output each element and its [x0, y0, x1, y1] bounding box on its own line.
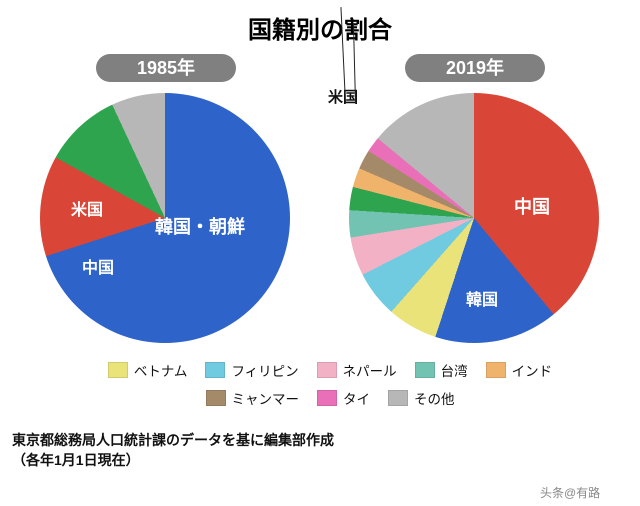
legend-label-2: ネパール [343, 360, 397, 380]
pie-1985-disc [40, 93, 290, 343]
source-text: 東京都総務局人口統計課のデータを基に編集部作成 （各年1月1日現在） [12, 430, 334, 471]
legend-swatch-7 [388, 390, 408, 406]
legend-label-5: ミャンマー [232, 388, 300, 408]
legend-label-3: 台湾 [441, 360, 468, 380]
legend-label-0: ベトナム [134, 360, 188, 380]
legend-swatch-1 [205, 362, 225, 378]
chart-title: 国籍別の割合 [0, 10, 640, 45]
pie-2019-disc [349, 93, 599, 343]
legend-swatch-0 [108, 362, 128, 378]
legend-swatch-2 [317, 362, 337, 378]
legend-swatch-6 [317, 390, 337, 406]
year-pill-2019: 2019年 [405, 54, 545, 82]
legend-item-2: ネパール [317, 360, 397, 380]
legend-label-1: フィリピン [231, 360, 298, 380]
legend-label-7: その他 [414, 388, 455, 408]
source-line-2: （各年1月1日現在） [12, 450, 334, 470]
year-pill-1985: 1985年 [96, 54, 236, 82]
pie-chart-2019: 中国韓国 [349, 93, 599, 343]
legend-swatch-4 [486, 362, 506, 378]
source-line-1: 東京都総務局人口統計課のデータを基に編集部作成 [12, 430, 334, 450]
pie-chart-1985: 韓国・朝鮮中国米国 [40, 93, 290, 343]
legend-item-6: タイ [317, 388, 370, 408]
legend-item-1: フィリピン [205, 360, 298, 380]
legend-swatch-5 [206, 390, 226, 406]
legend-item-0: ベトナム [108, 360, 188, 380]
legend-label-6: タイ [343, 388, 370, 408]
legend-swatch-3 [415, 362, 435, 378]
legend-label-4: インド [512, 360, 553, 380]
legend-item-7: その他 [388, 388, 455, 408]
legend-item-5: ミャンマー [206, 388, 300, 408]
footer-attribution: 头条@有路 [540, 484, 600, 501]
legend-item-3: 台湾 [415, 360, 468, 380]
legend: ベトナム フィリピン ネパール 台湾 インドミャンマー タイ その他 [80, 360, 580, 408]
legend-item-4: インド [486, 360, 553, 380]
